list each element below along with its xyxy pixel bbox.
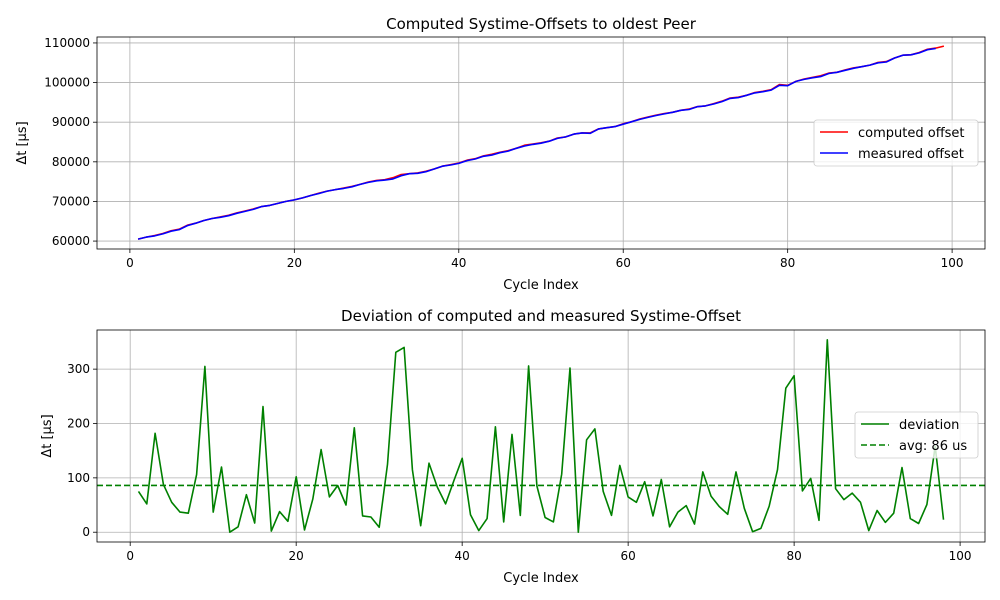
- deviation-chart-title: Deviation of computed and measured Systi…: [341, 307, 741, 325]
- offset-chart-x-label: Cycle Index: [503, 278, 579, 293]
- offset-chart-series: [137, 45, 945, 240]
- legend-label-measured-offset: measured offset: [858, 147, 964, 162]
- deviation-chart-x-label: Cycle Index: [503, 571, 579, 586]
- legend-label-computed-offset: computed offset: [858, 126, 965, 141]
- offset-x-tick-label-40: 40: [451, 256, 466, 270]
- offset-x-tick-label-20: 20: [287, 256, 302, 270]
- offset-y-tick-label-70000: 70000: [52, 194, 90, 208]
- offset-x-tick-label-80: 80: [780, 256, 795, 270]
- offset-chart-y-ticks: 60000 70000 80000 90000 100000 110000: [44, 36, 97, 248]
- deviation-chart-y-label: Δt [µs]: [40, 414, 55, 457]
- deviation-x-tick-label-0: 0: [126, 549, 134, 563]
- offset-chart-frame: [96, 36, 986, 250]
- deviation-chart-grid: [97, 330, 985, 542]
- deviation-chart-frame: [96, 329, 986, 543]
- offset-chart-x-ticks: 0 20 40 60 80 100: [126, 249, 964, 270]
- offset-x-tick-label-100: 100: [941, 256, 964, 270]
- offset-chart-legend: computed offset measured offset: [813, 119, 979, 167]
- deviation-x-tick-label-80: 80: [786, 549, 801, 563]
- deviation-x-tick-label-40: 40: [455, 549, 470, 563]
- deviation-x-tick-label-100: 100: [949, 549, 972, 563]
- offset-y-tick-label-100000: 100000: [44, 76, 90, 90]
- deviation-y-tick-label-0: 0: [82, 525, 90, 539]
- deviation-y-tick-label-200: 200: [67, 416, 90, 430]
- offset-x-tick-label-0: 0: [126, 256, 134, 270]
- deviation-x-tick-label-20: 20: [289, 549, 304, 563]
- offset-chart-panel: 0 20 40 60 80 100 60000 70000 80000 90000 100000 1…: [15, 15, 986, 293]
- legend-label-average: avg: 86 us: [899, 439, 967, 454]
- offset-y-tick-label-110000: 110000: [44, 36, 90, 50]
- series-line-deviation: [137, 338, 945, 534]
- deviation-chart-series: [97, 338, 985, 534]
- legend-label-deviation: deviation: [899, 418, 959, 433]
- deviation-chart-panel: 0 20 40 60 80 100 0 100 200 300 Deviation of com…: [40, 307, 986, 586]
- deviation-chart-x-ticks: 0 20 40 60 80 100: [126, 542, 972, 563]
- series-line-measured-offset: [137, 47, 936, 240]
- deviation-y-tick-label-100: 100: [67, 471, 90, 485]
- deviation-x-tick-label-60: 60: [620, 549, 635, 563]
- offset-chart-legend-box: [813, 119, 979, 167]
- offset-y-tick-label-90000: 90000: [52, 115, 90, 129]
- deviation-chart-y-ticks: 0 100 200 300: [67, 362, 97, 539]
- deviation-y-tick-label-300: 300: [67, 362, 90, 376]
- offset-chart-title: Computed Systime-Offsets to oldest Peer: [386, 15, 697, 33]
- offset-y-tick-label-80000: 80000: [52, 155, 90, 169]
- deviation-chart-legend: deviation avg: 86 us: [854, 411, 979, 459]
- offset-y-tick-label-60000: 60000: [52, 234, 90, 248]
- offset-chart-y-label: Δt [µs]: [15, 121, 30, 164]
- offset-x-tick-label-60: 60: [616, 256, 631, 270]
